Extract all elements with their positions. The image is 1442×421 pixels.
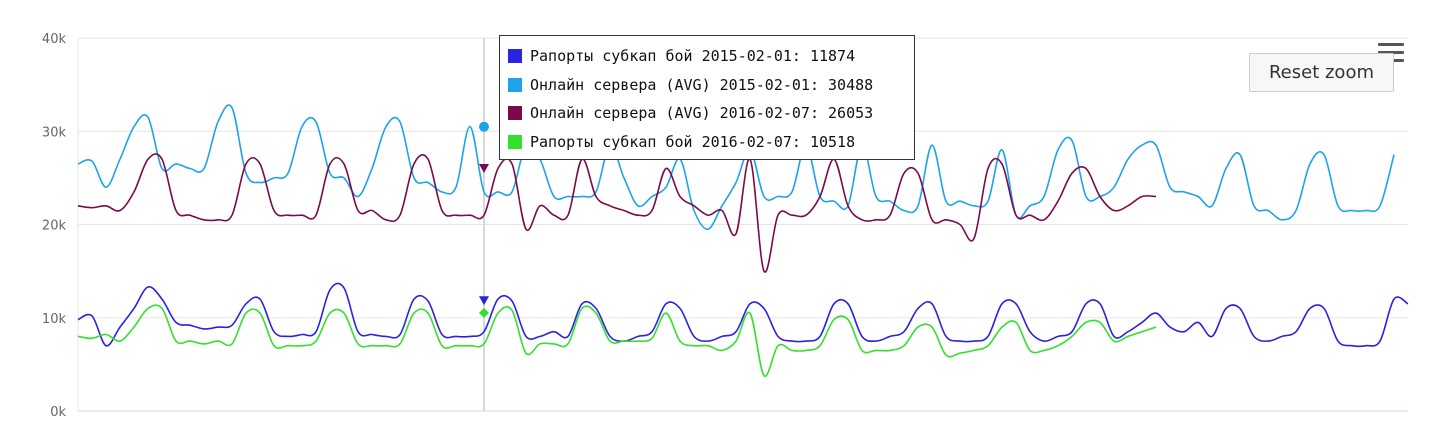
- hover-marker-diamond: [479, 307, 489, 318]
- hover-markers: [479, 121, 489, 318]
- series-line[interactable]: [77, 104, 1395, 231]
- hover-marker-triangle: [479, 296, 489, 306]
- y-tick-label: 20k: [42, 219, 67, 234]
- series-swatch: [508, 134, 522, 149]
- hover-marker-circle: [479, 121, 489, 132]
- tooltip-label: Рапорты субкап бой 2016-02-07: 10518: [530, 132, 856, 151]
- tooltip-label: Рапорты субкап бой 2015-02-01: 11874: [530, 47, 856, 66]
- series-swatch: [508, 49, 522, 64]
- tooltip-row: Онлайн сервера (AVG) 2015-02-01: 30488: [508, 71, 906, 100]
- series-swatch: [508, 106, 522, 121]
- y-axis: 0k 10k 20k 30k 40k: [42, 32, 67, 420]
- y-tick-label: 30k: [42, 125, 67, 140]
- tooltip-row: Онлайн сервера (AVG) 2016-02-07: 26053: [508, 99, 906, 128]
- y-tick-label: 10k: [42, 312, 67, 327]
- tooltip-row: Рапорты субкап бой 2015-02-01: 11874: [508, 42, 906, 71]
- series-line[interactable]: [77, 304, 1157, 377]
- tooltip: Рапорты субкап бой 2015-02-01: 11874 Онл…: [499, 35, 915, 160]
- tooltip-label: Онлайн сервера (AVG) 2015-02-01: 30488: [530, 75, 874, 94]
- series-swatch: [508, 77, 522, 92]
- series-group[interactable]: [77, 104, 1409, 377]
- hover-marker-triangle: [479, 164, 489, 174]
- series-line[interactable]: [77, 153, 1157, 273]
- tooltip-row: Рапорты субкап бой 2016-02-07: 10518: [508, 128, 906, 157]
- reset-zoom-label: Reset zoom: [1268, 62, 1374, 83]
- y-tick-label: 0k: [50, 405, 66, 420]
- y-tick-label: 40k: [42, 32, 67, 47]
- reset-zoom-button[interactable]: Reset zoom: [1249, 53, 1394, 92]
- tooltip-label: Онлайн сервера (AVG) 2016-02-07: 26053: [530, 104, 874, 123]
- series-line[interactable]: [77, 282, 1409, 348]
